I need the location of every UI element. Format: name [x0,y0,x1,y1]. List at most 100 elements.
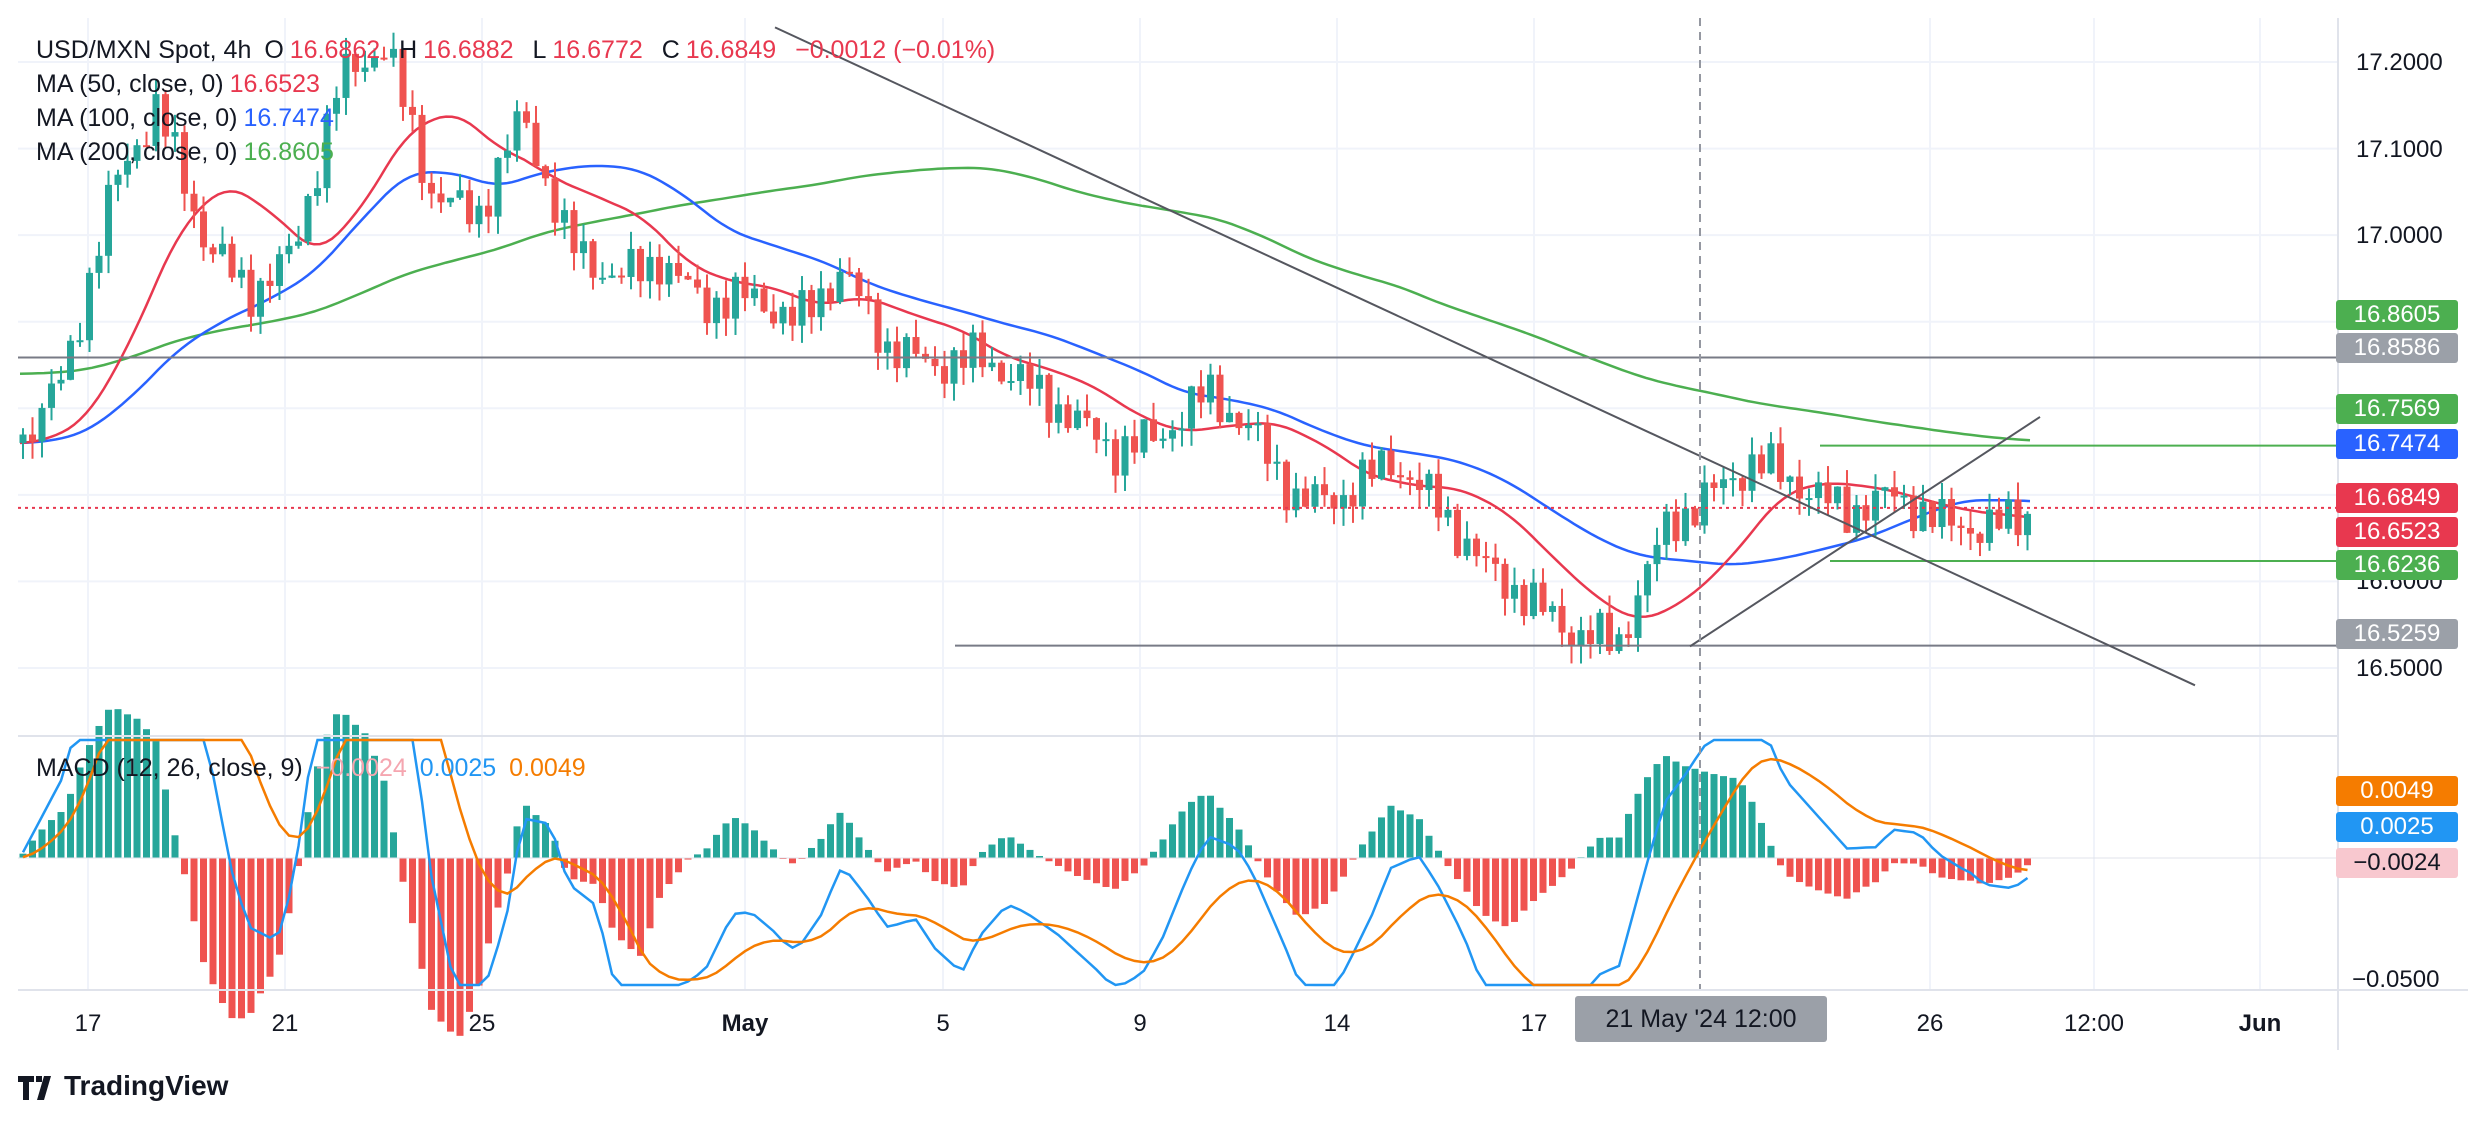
candle [1378,450,1385,479]
candle [1900,495,1908,498]
macd-hist-bar [1007,837,1015,858]
candle [247,269,255,317]
macd-hist-bar [542,822,549,858]
candle [713,297,720,324]
candle [2005,499,2012,529]
macd-hist-bar [1995,858,2003,881]
macd-hist-bar [865,849,872,858]
candle [741,276,749,299]
candle [656,256,663,285]
candle [1805,498,1813,501]
candle [1368,459,1376,479]
legend-ma200[interactable]: MA (200, close, 0) 16.8605 [36,138,334,166]
high-value: 16.6882 [423,36,514,64]
candle [523,111,530,123]
candle [418,114,426,183]
macd-hist-bar [827,824,834,858]
macd-hist-bar [1359,844,1366,858]
candle [808,290,815,318]
macd-hist-value: −0.0024 [315,754,407,782]
macd-hist-bar [29,840,36,858]
candle [1482,556,1490,559]
macd-hist-bar [380,780,388,858]
macd-hist-bar [627,858,635,950]
candle [67,340,74,380]
candle [304,195,312,242]
candle [190,193,198,212]
candle [1150,419,1157,441]
candle [1064,404,1072,429]
macd-hist-bar [494,858,502,908]
candle [1273,461,1281,464]
macd-hist-bar [1216,807,1224,858]
macd-hist-bar [1644,777,1651,858]
macd-hist-bar [1425,835,1433,858]
macd-hist-bar [523,805,530,858]
legend-ma100[interactable]: MA (100, close, 0) 16.7474 [36,104,334,132]
macd-hist-bar [589,858,597,884]
time-tick-label: 14 [1323,1010,1351,1037]
candle [1967,528,1974,534]
candle [1159,438,1167,441]
candle [1986,509,1993,543]
candle [1786,476,1794,482]
candle [1340,495,1347,509]
time-tick-label: 17 [1520,1010,1548,1037]
candle [1568,632,1575,647]
candle [95,255,103,273]
change-value: −0.0012 (−0.01%) [795,36,996,64]
macd-hist-bar [599,858,606,904]
candle [1767,443,1775,474]
macd-hist-bar [1330,858,1338,892]
price-tick-label: 17.0000 [2356,222,2443,250]
macd-hist-bar [1083,858,1091,880]
macd-hist-bar [979,851,986,858]
macd-hist-bar [152,741,160,858]
candle [513,111,521,151]
tradingview-logo[interactable]: TradingView [18,1070,228,1102]
candle [1007,380,1015,383]
candle [998,362,1005,382]
candle [257,280,264,317]
candle [352,53,359,72]
candle [1473,538,1480,557]
macd-hist-bar [1302,858,1309,915]
macd-hist-bar [1720,776,1727,858]
macd-hist-bar [171,835,179,858]
macd-hist-bar [409,858,416,924]
legend-macd[interactable]: MACD (12, 26, close, 9) −0.0024 0.0025 0… [36,754,586,782]
macd-hist-bar [1682,766,1689,858]
candle [2024,513,2031,536]
candle [1710,482,1718,488]
price-badge: 16.6523 [2336,517,2458,547]
macd-hist-bar [760,840,768,858]
macd-hist-bar [1967,858,1974,881]
candle [1026,364,1034,389]
candle [1501,563,1509,599]
macd-hist-bar [1634,793,1642,858]
candle [1330,495,1338,509]
macd-hist-bar [1273,858,1281,892]
candle [105,184,112,256]
macd-hist-bar [817,838,825,858]
candle [133,145,141,161]
macd-hist-bar [342,714,350,858]
price-badge: 16.7569 [2336,394,2458,424]
candle [798,290,806,326]
candle [1283,461,1290,511]
candle [1872,490,1879,521]
legend-ma50[interactable]: MA (50, close, 0) 16.6523 [36,70,320,98]
candle [789,306,796,326]
candle [1891,487,1898,497]
price-tick-label: 16.5000 [2356,655,2443,682]
macd-hist-bar [76,767,84,858]
macd-hist-bar [1188,801,1195,858]
candle [1596,612,1604,644]
macd-hist-bar [371,755,378,858]
macd-hist-bar [38,829,46,858]
candle [504,150,511,158]
gridlines [18,18,2338,990]
ma100-line [19,164,2031,566]
candle [618,275,625,278]
